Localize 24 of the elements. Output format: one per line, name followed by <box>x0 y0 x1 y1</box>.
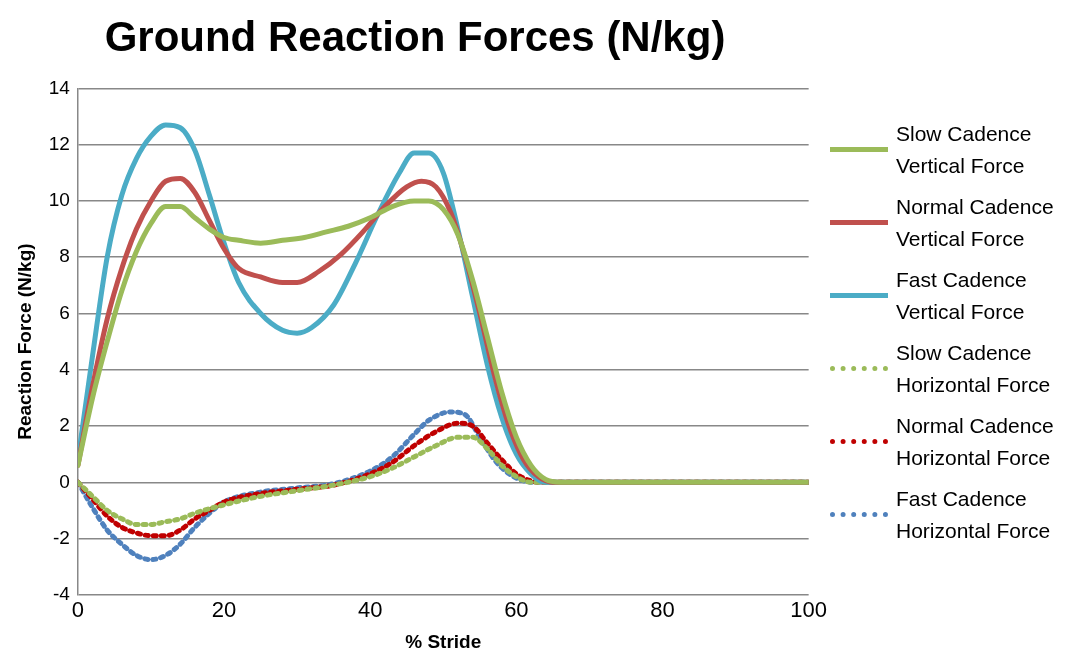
x-tick-label: 60 <box>504 597 529 623</box>
x-axis-title: % Stride <box>405 630 482 652</box>
legend-label: Fast Cadence Horizontal Force <box>896 486 1052 544</box>
x-tick-label: 20 <box>211 597 237 623</box>
y-tick-label: 6 <box>59 301 70 323</box>
y-tick-label: 4 <box>59 357 71 379</box>
y-tick-label: 10 <box>48 189 70 211</box>
y-axis-title: Reaction Force (N/kg) <box>13 243 35 440</box>
x-tick-label: 40 <box>357 597 383 623</box>
legend-label: Normal Cadence Horizontal Force <box>896 413 1055 471</box>
y-tick-label: -2 <box>53 526 70 548</box>
legend-label: Slow Cadence Vertical Force <box>896 121 1033 179</box>
y-tick-label: 12 <box>48 132 70 154</box>
y-tick-label: -4 <box>53 583 71 605</box>
legend-label: Fast Cadence Vertical Force <box>896 267 1028 325</box>
x-tick-label: 80 <box>650 597 675 623</box>
y-tick-label: 14 <box>48 76 71 98</box>
y-tick-label: 8 <box>59 245 70 267</box>
chart-title: Ground Reaction Forces (N/kg) <box>104 12 726 60</box>
legend-label: Normal Cadence Vertical Force <box>896 194 1055 252</box>
y-tick-label: 2 <box>59 414 70 436</box>
legend-label: Slow Cadence Horizontal Force <box>896 340 1052 398</box>
x-tick-label: 100 <box>790 597 828 623</box>
y-tick-label: 0 <box>59 470 70 492</box>
